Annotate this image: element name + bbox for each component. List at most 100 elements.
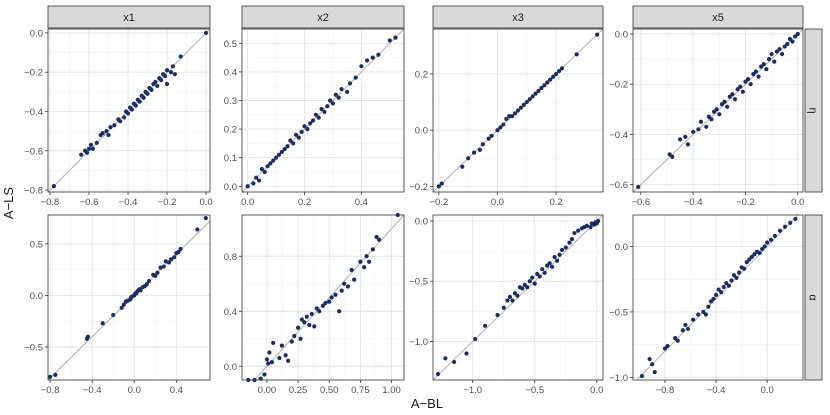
data-point <box>788 220 793 225</box>
y-axis-label: A−LS <box>1 187 16 219</box>
data-point <box>376 52 381 57</box>
x-tick-label: 0.4 <box>170 385 183 396</box>
row-strip <box>804 214 823 381</box>
x-tick-label: −0.5 <box>525 385 544 396</box>
data-point <box>164 81 170 87</box>
data-point <box>51 184 56 189</box>
data-point <box>725 104 730 109</box>
data-point <box>706 114 711 119</box>
data-point <box>572 230 577 236</box>
y-tick-label: 0.5 <box>30 239 43 250</box>
data-point <box>471 150 477 155</box>
data-point <box>370 247 375 252</box>
data-point <box>317 309 322 314</box>
data-point <box>251 181 256 186</box>
data-point <box>176 250 181 255</box>
data-point <box>673 335 678 341</box>
data-point <box>753 69 759 74</box>
data-point <box>353 75 358 80</box>
data-point <box>161 264 166 269</box>
row-strip-label: α <box>807 294 819 301</box>
data-point <box>295 325 301 330</box>
data-point <box>345 89 350 95</box>
data-point <box>292 333 297 339</box>
column-strip <box>432 5 604 29</box>
y-tick-label: −0.5 <box>24 343 43 354</box>
data-point <box>305 126 310 132</box>
data-point <box>745 77 751 82</box>
data-point <box>713 292 719 297</box>
data-point <box>524 99 529 105</box>
data-point <box>545 80 550 85</box>
data-point <box>782 44 787 49</box>
data-point <box>364 58 370 63</box>
data-point <box>670 154 675 159</box>
data-point <box>501 122 506 127</box>
data-point <box>460 164 465 169</box>
data-point <box>762 244 767 249</box>
data-point <box>779 51 785 57</box>
data-point <box>319 106 324 112</box>
data-point <box>53 372 58 377</box>
data-point <box>269 360 275 365</box>
data-point <box>146 278 152 284</box>
data-point <box>677 137 683 142</box>
data-point <box>282 147 287 152</box>
column-strip-label: x3 <box>512 12 524 24</box>
x-tick-label: −0.4 <box>119 197 138 208</box>
data-point <box>527 97 532 102</box>
data-point <box>347 81 353 86</box>
x-tick-label: 0.0 <box>199 197 212 208</box>
data-point <box>259 167 264 172</box>
data-point <box>362 265 367 270</box>
x-tick-label: 0.2 <box>549 197 562 208</box>
data-point <box>314 306 319 311</box>
data-point <box>439 181 444 186</box>
data-point <box>112 123 117 128</box>
data-point <box>358 259 363 264</box>
data-point <box>696 312 701 317</box>
data-point <box>765 240 770 245</box>
data-point <box>339 288 344 293</box>
panel: −0.8 −0.4 0.0 0.4 −0.5 0.0 0.5 <box>24 214 211 396</box>
data-point <box>685 326 691 332</box>
x-tick-label: −0.6 <box>631 197 650 208</box>
data-point <box>495 128 500 133</box>
data-point <box>86 146 92 151</box>
data-point <box>286 358 291 363</box>
data-point <box>299 129 304 135</box>
data-point <box>559 66 565 71</box>
data-point <box>464 351 469 356</box>
data-point <box>756 74 761 79</box>
data-point <box>262 169 267 175</box>
data-point <box>498 125 503 130</box>
data-point <box>158 265 163 270</box>
panel: −0.8 −0.4 0.0 −1.0 −0.5 0.0 <box>609 214 804 396</box>
data-point <box>701 309 706 315</box>
data-point <box>489 133 494 138</box>
row-strip <box>804 28 823 193</box>
x-tick-label: 0.0 <box>761 385 774 396</box>
data-point <box>747 257 752 262</box>
data-point <box>505 298 510 303</box>
data-point <box>533 91 538 96</box>
data-point <box>521 102 526 107</box>
data-point <box>574 52 579 57</box>
data-point <box>783 224 788 229</box>
reference-line <box>254 214 405 381</box>
data-point <box>759 64 764 69</box>
x-tick-label: 0.0 <box>128 385 141 396</box>
data-point <box>285 144 290 149</box>
y-tick-label: −0.2 <box>609 80 628 91</box>
panel-border <box>432 28 604 193</box>
data-point <box>721 284 726 290</box>
data-point <box>536 88 541 93</box>
data-point <box>309 311 314 317</box>
data-point <box>337 309 342 314</box>
x-tick-label: 0.4 <box>355 197 368 208</box>
panel-border <box>47 28 211 193</box>
data-point <box>122 115 127 120</box>
data-point <box>352 277 357 282</box>
data-point <box>289 339 294 344</box>
